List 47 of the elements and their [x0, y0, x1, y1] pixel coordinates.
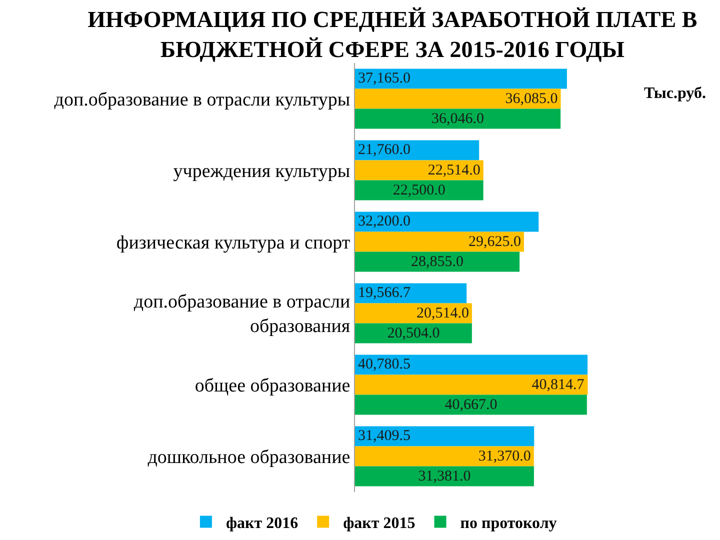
data-label: 36,085.0 [505, 90, 558, 107]
bar [355, 283, 467, 304]
bar [355, 140, 480, 160]
bar [355, 232, 524, 252]
bar [355, 394, 587, 415]
data-label: 21,760.0 [358, 142, 410, 158]
data-label: 22,514.0 [428, 162, 480, 178]
data-label: 28,855.0 [411, 254, 464, 270]
data-label: 19,566.7 [358, 285, 411, 302]
data-label: 40,814.7 [532, 376, 585, 393]
bar [355, 180, 484, 200]
y-tick-label: физическая культура и спорт [116, 232, 351, 254]
text: Тыс.руб. [644, 85, 706, 102]
y-tick-label: доп.образование в отрасли образования [134, 292, 350, 338]
data-label: 32,200.0 [358, 214, 410, 230]
bar [355, 354, 588, 375]
bar [355, 323, 472, 344]
y-tick-label: общее образование [194, 375, 350, 396]
legend-label: по протоколу [460, 515, 557, 532]
bar [355, 426, 534, 446]
data-label: 36,046.0 [432, 110, 484, 127]
data-label: 40,780.5 [358, 356, 410, 373]
bar [355, 446, 534, 466]
data-label: 31,409.5 [358, 428, 410, 444]
data-label: 40,667.0 [444, 396, 498, 413]
bar [355, 68, 567, 89]
chart-title: ИНФОРМАЦИЯ ПО СРЕДНЕЙ ЗАРАБОТНОЙ ПЛАТЕ В БЮДЖЕТНОЙ СФЕРЕ ЗА 2015-2016 ГОДЫ [88, 7, 698, 62]
y-tick-label: учреждения культуры [173, 160, 350, 182]
bar [355, 252, 520, 272]
data-label: 29,625.0 [468, 234, 521, 250]
bar [355, 374, 588, 395]
bar [355, 108, 561, 129]
bar [355, 212, 539, 232]
legend-label: факт 2015 [343, 515, 416, 532]
bar [355, 303, 472, 324]
data-label: 20,504.0 [387, 325, 440, 342]
y-tick-label: доп.образование в отрасли культуры [54, 89, 350, 110]
data-label: 20,514.0 [416, 305, 469, 322]
data-label: 31,370.0 [478, 448, 531, 464]
data-label: 31,381.0 [418, 468, 471, 484]
bar [355, 466, 534, 486]
legend-label: факт 2016 [226, 515, 298, 532]
bar [355, 88, 561, 109]
data-label: 37,165.0 [358, 70, 410, 87]
data-label: 22,500.0 [392, 182, 446, 198]
bar [355, 160, 484, 180]
y-tick-label: дошкольное образование [148, 446, 350, 468]
